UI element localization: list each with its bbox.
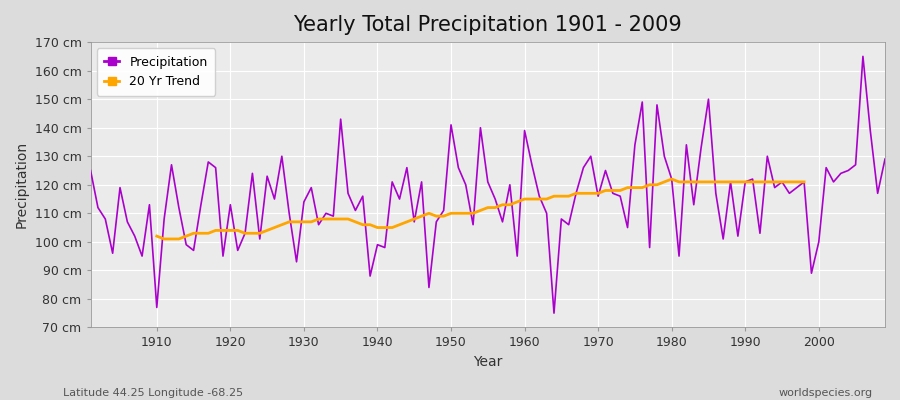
Title: Yearly Total Precipitation 1901 - 2009: Yearly Total Precipitation 1901 - 2009 <box>293 15 682 35</box>
Legend: Precipitation, 20 Yr Trend: Precipitation, 20 Yr Trend <box>97 48 215 96</box>
X-axis label: Year: Year <box>473 355 502 369</box>
Text: worldspecies.org: worldspecies.org <box>778 388 873 398</box>
Text: Latitude 44.25 Longitude -68.25: Latitude 44.25 Longitude -68.25 <box>63 388 243 398</box>
Y-axis label: Precipitation: Precipitation <box>15 141 29 228</box>
